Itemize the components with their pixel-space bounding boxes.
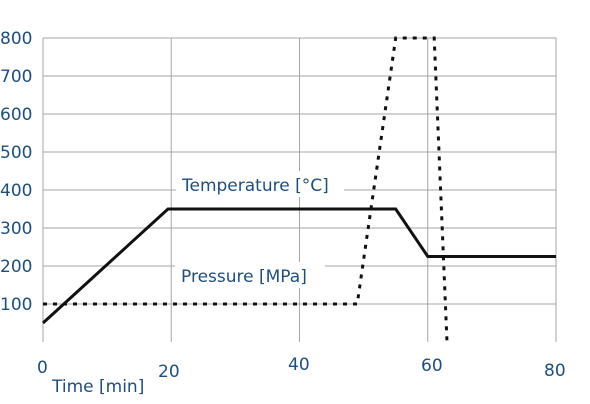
y-tick-label: 200 <box>0 257 32 277</box>
temperature-series-line <box>41 207 556 325</box>
y-tick-label: 500 <box>0 143 32 163</box>
y-tick-label: 300 <box>0 219 32 239</box>
x-tick-label: 20 <box>158 362 180 382</box>
y-tick-label: 600 <box>0 105 32 125</box>
y-tick-label: 800 <box>0 29 32 49</box>
y-tick-labels: 100 200 300 400 500 600 700 800 <box>0 29 32 315</box>
x-tick-label: 80 <box>544 361 566 381</box>
y-tick-label: 400 <box>0 181 32 201</box>
x-tick-label: 60 <box>421 356 443 376</box>
temperature-label-bg <box>176 171 344 197</box>
pressure-label-bg <box>175 262 325 288</box>
pressure-series-line <box>43 36 449 343</box>
x-tick-label: 0 <box>37 358 48 378</box>
grid <box>42 37 557 342</box>
x-axis-label: Time [min] <box>51 377 144 397</box>
pressure-series-label: Pressure [MPa] <box>181 267 307 287</box>
series-lines <box>41 36 556 343</box>
y-tick-label: 700 <box>0 67 32 87</box>
temperature-series-label: Temperature [°C] <box>181 176 329 196</box>
y-tick-label: 100 <box>0 295 32 315</box>
x-tick-label: 40 <box>288 355 310 375</box>
x-tick-labels: 0 20 40 60 80 <box>37 355 566 382</box>
